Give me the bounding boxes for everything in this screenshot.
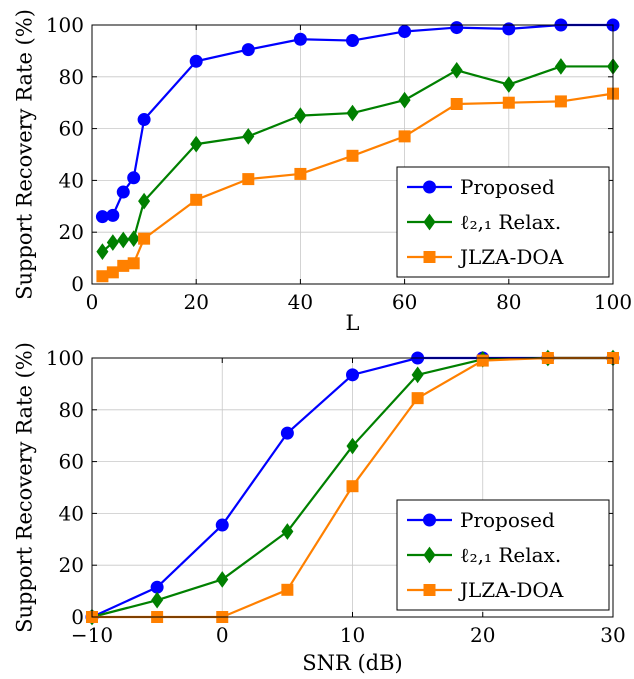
x-tick-label: 80 [496,290,521,314]
legend-entry: JLZA-DOA [458,245,564,269]
y-tick-label: 40 [59,501,84,525]
data-point [411,392,424,405]
data-point [411,366,424,384]
data-point [215,518,229,532]
y-tick-label: 100 [46,13,84,37]
chart-l: 0 20 40 60 80 100 0 20 40 60 80 100 L Support Recover… [12,9,632,335]
y-tick-label: 20 [59,220,84,244]
data-point [137,113,151,127]
data-point [106,208,120,222]
data-point [554,58,567,75]
x-tick-label: 0 [86,290,99,314]
data-point [96,243,109,260]
data-point [502,76,515,93]
legend-swatch-marker [423,251,436,263]
legend-entry: Proposed [460,508,555,532]
data-point [450,61,463,79]
data-point [346,104,359,122]
y-tick-label: 60 [59,450,84,474]
data-point [450,97,463,110]
data-point [151,591,164,609]
y-tick-label: 100 [46,346,84,370]
data-point [150,580,164,594]
data-point [346,368,359,382]
data-point [294,107,307,125]
legend-entry: ℓ₂,₁ Relax. [460,543,561,567]
x-tick-label: 10 [340,623,365,647]
data-point [190,135,203,153]
legend-entry: Proposed [460,175,555,199]
y-tick-label: 0 [71,272,84,296]
data-point [346,34,359,48]
data-point [189,54,203,68]
legend-swatch-marker [423,513,436,527]
data-point [398,130,411,143]
data-point [502,96,515,109]
data-point [242,173,255,186]
y-tick-label: 60 [59,117,84,141]
y-tick-label: 80 [59,398,84,422]
data-point [398,91,411,109]
y-tick-label: 0 [71,605,84,629]
data-point [106,266,119,279]
data-point [281,583,294,596]
x-tick-label: 20 [183,290,208,314]
data-point [502,22,516,36]
data-point [117,259,130,272]
legend-swatch-marker [423,180,436,194]
x-axis-label: SNR (dB) [302,651,403,675]
legend-swatch-marker [423,213,436,231]
legend: Proposed ℓ₂,₁ Relax. JLZA-DOA [396,166,610,278]
x-tick-label: 100 [594,290,632,314]
x-axis-label: L [346,311,360,335]
data-point [241,43,255,57]
x-tick-label: 60 [392,290,417,314]
x-tick-label: 20 [470,623,495,647]
y-tick-label: 40 [59,168,84,192]
y-axis-label: Support Recovery Rate (%) [12,342,36,633]
legend-swatch-marker [423,584,436,596]
legend-entry: JLZA-DOA [458,578,564,602]
plot-frame [91,357,614,618]
data-point [476,354,489,367]
data-point [398,24,412,38]
data-point [346,149,359,162]
x-tick-label: 40 [288,290,313,314]
x-tick-label: 30 [600,623,625,647]
data-point [117,231,130,249]
legend: Proposed ℓ₂,₁ Relax. JLZA-DOA [396,499,610,611]
data-point [127,230,140,248]
data-point [138,232,151,245]
data-point [450,21,464,35]
data-point [106,234,119,251]
data-point [127,257,140,270]
data-point [127,171,141,185]
data-point [293,32,307,46]
x-tick-label: 0 [216,623,229,647]
x-tick-label: −10 [71,623,113,647]
data-point [190,193,203,206]
data-point [294,167,307,180]
y-axis-label: Support Recovery Rate (%) [12,9,36,300]
data-point [116,185,130,199]
legend-swatch-marker [423,546,436,564]
y-tick-label: 80 [59,65,84,89]
data-point [242,128,255,145]
data-point [346,480,359,493]
data-point [281,523,294,540]
plot-frame [91,24,614,285]
series-2 [96,58,620,260]
data-point [216,571,229,588]
data-point [280,426,294,440]
y-tick-label: 20 [59,553,84,577]
data-point [138,192,151,210]
data-point [554,95,567,108]
data-point [346,437,359,455]
series-1 [95,18,620,224]
data-point [96,270,109,283]
legend-entry: ℓ₂,₁ Relax. [460,210,561,234]
